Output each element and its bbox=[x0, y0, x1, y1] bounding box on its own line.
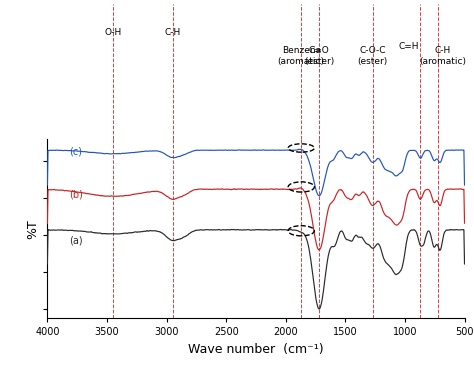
Text: C=O
(ester): C=O (ester) bbox=[304, 46, 334, 66]
Text: C=H: C=H bbox=[398, 42, 419, 51]
Text: (b): (b) bbox=[69, 189, 83, 199]
Text: C-H
(aromatic): C-H (aromatic) bbox=[419, 46, 466, 66]
Text: (c): (c) bbox=[69, 147, 82, 157]
X-axis label: Wave number  (cm⁻¹): Wave number (cm⁻¹) bbox=[188, 343, 324, 356]
Text: C-H: C-H bbox=[164, 27, 181, 37]
Text: O-H: O-H bbox=[104, 27, 121, 37]
Text: (a): (a) bbox=[69, 236, 82, 246]
Text: Benzena
(aromatic): Benzena (aromatic) bbox=[278, 46, 325, 66]
Y-axis label: %T: %T bbox=[26, 219, 39, 239]
Text: C-O-C
(ester): C-O-C (ester) bbox=[357, 46, 388, 66]
